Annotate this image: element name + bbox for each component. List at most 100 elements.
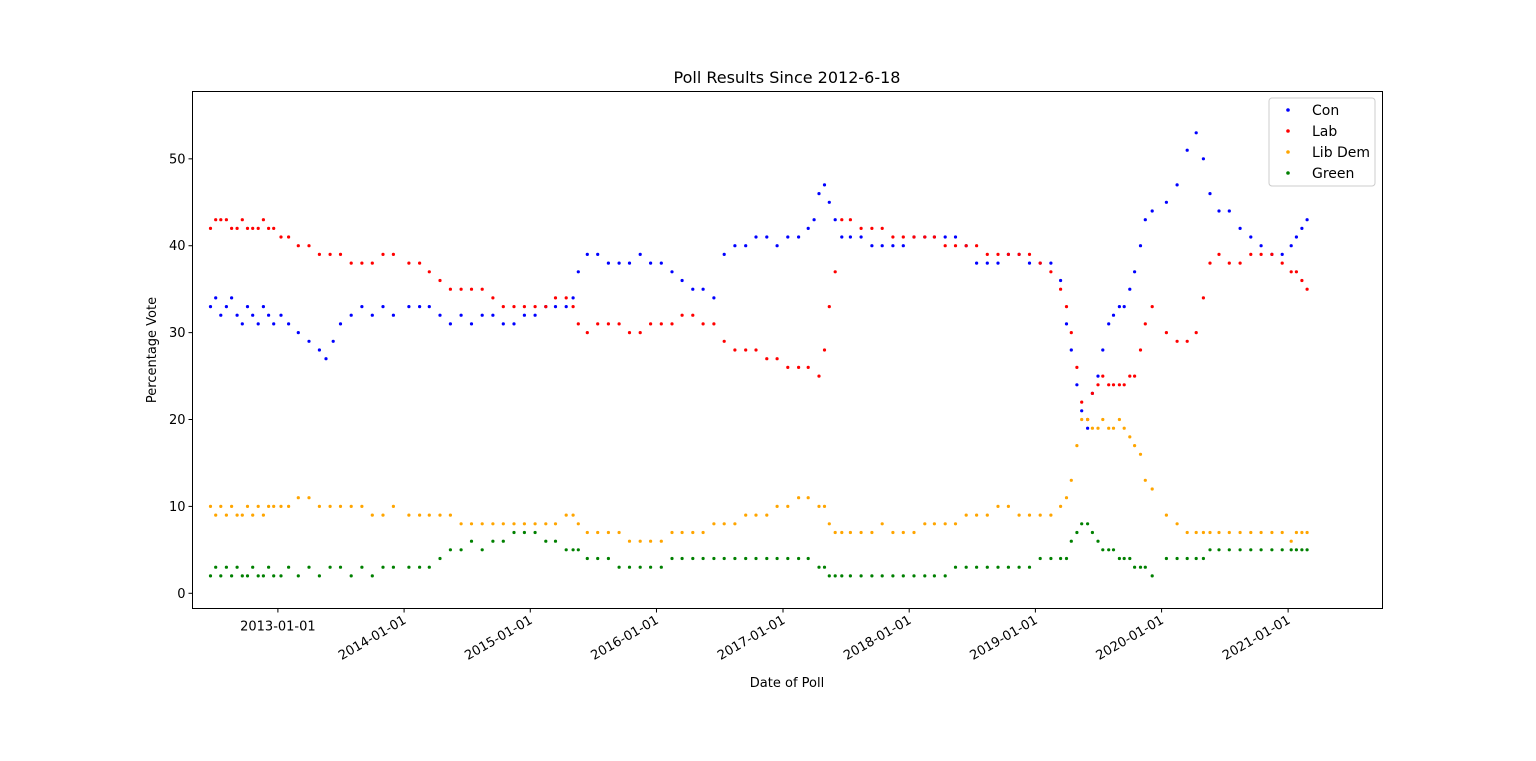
point-lib-dem-62 [786,504,790,508]
point-lab-21 [360,261,364,265]
point-lib-dem-48 [638,539,642,543]
point-lib-dem-17 [317,504,321,508]
point-lab-51 [670,322,674,326]
point-con-92 [1059,278,1063,283]
point-lib-dem-124 [1305,530,1309,535]
series-lib-dem [208,417,1309,543]
point-lab-38 [544,305,548,309]
point-lab-67 [827,305,831,309]
point-green-74 [891,574,895,578]
point-con-55 [701,287,705,291]
point-lab-85 [1006,252,1011,256]
point-lib-dem-98 [1101,417,1105,422]
point-lab-91 [1064,305,1069,309]
legend-label-lab: Lab [1312,124,1337,140]
point-lib-dem-70 [848,530,853,535]
point-con-110 [1164,200,1168,204]
point-green-115 [1227,548,1231,552]
point-green-98 [1101,548,1105,552]
point-green-55 [712,556,716,561]
point-lab-10 [261,218,265,222]
point-lib-dem-74 [891,530,895,535]
legend: Con Lab Lib Dem Green [1268,97,1376,187]
point-con-84 [975,261,979,265]
point-lib-dem-96 [1090,426,1094,430]
point-lib-dem-53 [691,530,695,535]
point-con-99 [1096,374,1100,378]
point-lab-116 [1238,261,1242,265]
point-lib-dem-104 [1133,444,1137,448]
point-green-67 [827,574,831,578]
point-green-23 [381,565,385,569]
point-green-99 [1107,548,1111,552]
point-green-75 [901,574,905,578]
point-lab-13 [279,235,283,239]
y-tick-label-30: 30 [169,326,186,341]
point-lab-80 [953,244,958,248]
point-green-94 [1080,522,1084,526]
point-lab-24 [391,252,395,256]
point-lib-dem-81 [964,513,968,517]
point-lib-dem-7 [245,504,250,508]
point-lab-100 [1111,383,1116,387]
point-con-114 [1201,157,1205,161]
point-lab-123 [1300,278,1304,283]
point-green-60 [765,556,769,561]
point-green-82 [975,565,979,569]
point-con-22 [360,305,364,309]
point-green-41 [571,548,575,552]
point-lib-dem-99 [1107,426,1111,430]
point-green-92 [1069,539,1073,543]
point-lab-83 [985,252,989,256]
point-lib-dem-51 [670,530,674,535]
point-lab-87 [1027,252,1032,256]
point-green-107 [1150,574,1154,578]
point-lib-dem-25 [407,513,411,517]
point-lib-dem-18 [328,504,332,508]
point-lib-dem-16 [307,496,311,500]
point-lab-90 [1059,287,1063,291]
point-lib-dem-114 [1217,530,1221,535]
point-lab-96 [1090,391,1094,395]
point-con-68 [822,183,827,187]
point-lab-106 [1143,322,1147,326]
point-con-27 [418,305,422,309]
point-lib-dem-103 [1128,435,1132,439]
point-con-104 [1122,305,1126,309]
point-lab-120 [1280,261,1284,265]
point-green-66 [822,565,827,569]
point-lab-72 [870,226,874,230]
point-lab-42 [576,322,580,326]
legend-box [1268,97,1376,187]
point-con-4 [230,296,234,300]
point-lab-55 [712,322,716,326]
point-con-69 [827,200,831,204]
point-green-30 [459,548,463,552]
point-green-108 [1164,556,1168,561]
point-lib-dem-117 [1249,530,1253,535]
point-green-78 [932,574,937,578]
point-con-30 [448,322,452,326]
point-green-26 [418,565,422,569]
point-lib-dem-59 [754,513,758,517]
point-green-56 [722,556,726,561]
point-lab-94 [1080,400,1084,404]
point-green-22 [370,574,374,578]
point-lab-3 [224,218,228,222]
point-green-123 [1300,548,1304,552]
point-con-28 [427,305,431,309]
point-lab-52 [680,313,684,317]
point-green-19 [338,565,343,569]
point-lib-dem-83 [985,513,989,517]
point-lib-dem-68 [833,530,837,535]
point-con-21 [349,313,353,317]
point-con-0 [208,305,213,309]
point-con-33 [480,313,484,317]
point-green-105 [1138,565,1143,569]
point-green-49 [649,565,653,569]
point-con-101 [1107,322,1111,326]
point-lib-dem-65 [817,504,821,508]
point-lib-dem-47 [627,539,632,543]
point-con-10 [261,305,265,309]
